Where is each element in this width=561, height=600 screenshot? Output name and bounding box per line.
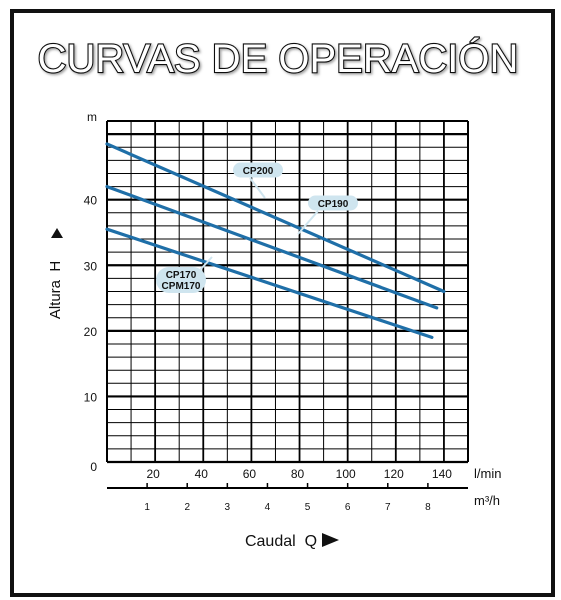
x-tick-label: 140 — [432, 467, 452, 481]
x-axis-arrow-icon — [322, 533, 339, 547]
y-tick-label: 20 — [84, 325, 98, 339]
series-line-2 — [105, 184, 439, 310]
series-label-text: CP190 — [318, 199, 349, 210]
y-tick-label: 0 — [90, 460, 97, 474]
x2-tick-label: 6 — [345, 502, 351, 513]
chart-grid: 0 10 20 30 40 20 40 60 80 100 120 140 1 2 3 4 5 6 7 8 — [84, 120, 469, 513]
series-label-box — [308, 195, 358, 211]
series-label-leader — [297, 210, 319, 235]
series-label-leader — [249, 177, 266, 199]
x-tick-label: 80 — [291, 467, 305, 481]
x-tick-label: 20 — [146, 467, 160, 481]
x-tick-label: 120 — [384, 467, 404, 481]
series-label-box — [233, 162, 283, 178]
x2-tick-label: 5 — [305, 502, 311, 513]
x-axis-unit: l/min — [474, 466, 501, 481]
chart-frame — [10, 9, 555, 597]
series-label-text: CPM170 — [162, 281, 201, 292]
y-tick-label: 10 — [84, 390, 98, 404]
series-line-3 — [105, 227, 434, 340]
x2-tick-label: 3 — [225, 502, 231, 513]
y-axis-arrow-icon — [51, 228, 63, 238]
x2-tick-label: 4 — [265, 502, 271, 513]
x2-tick-label: 8 — [425, 502, 431, 513]
x-axis-label: Caudal Q — [245, 533, 317, 550]
x2-axis-unit: m³/h — [474, 493, 500, 508]
series-line-1 — [105, 142, 446, 294]
series-label-text: CP170 — [166, 270, 197, 281]
x2-tick-label: 1 — [144, 502, 150, 513]
x-tick-label: 60 — [243, 467, 257, 481]
chart-title: CURVAS DE OPERACIÓN — [38, 36, 519, 81]
series-label-text: CP200 — [243, 166, 274, 177]
x2-tick-label: 7 — [385, 502, 391, 513]
x-tick-label: 100 — [336, 467, 356, 481]
y-axis-label: Altura H — [47, 261, 64, 319]
y-axis-label-group: Altura H — [47, 228, 64, 319]
y-tick-label: 30 — [84, 259, 98, 273]
series-label-box — [156, 267, 206, 293]
y-tick-label: 40 — [84, 194, 98, 208]
chart-series-group — [105, 142, 446, 340]
series-label-leader — [199, 256, 213, 271]
x-tick-label: 40 — [195, 467, 209, 481]
x2-tick-label: 2 — [184, 502, 190, 513]
y-axis-unit: m — [87, 110, 97, 124]
